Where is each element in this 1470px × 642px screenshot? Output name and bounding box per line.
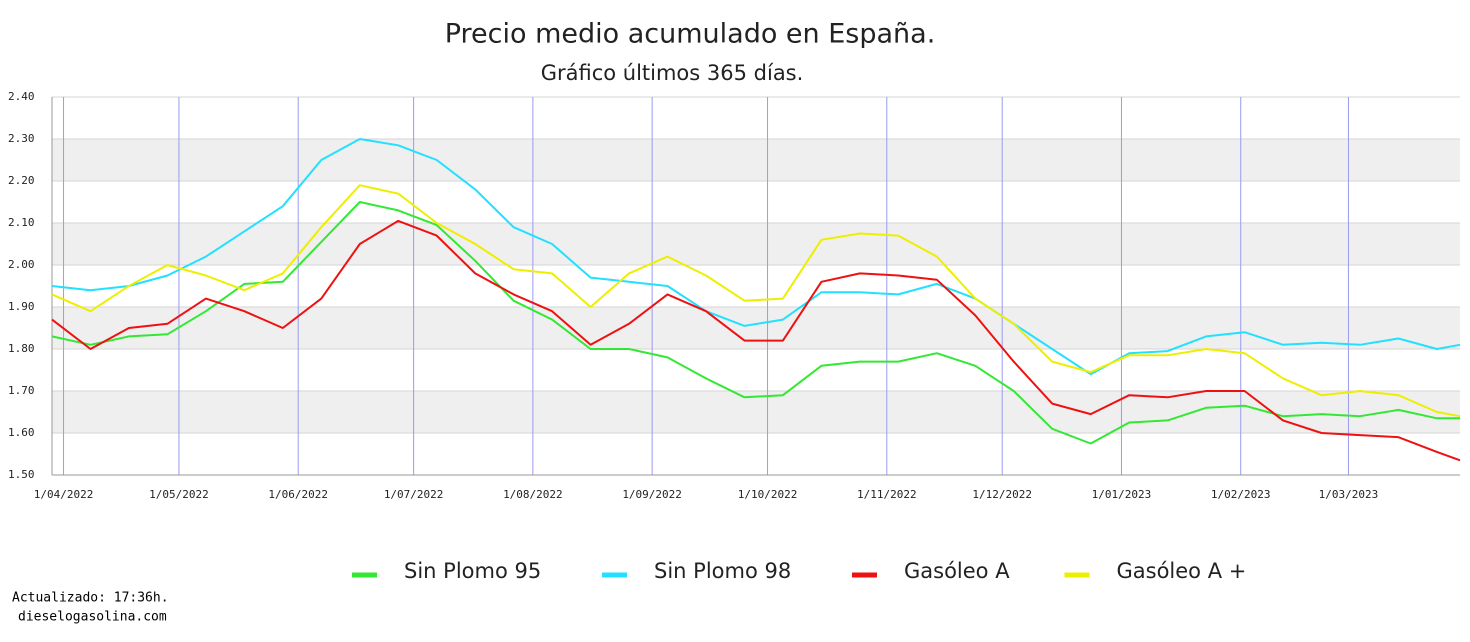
x-tick-label: 1/12/2022 <box>972 488 1032 501</box>
series-line <box>51 201 1460 445</box>
y-tick-label: 1.70 <box>8 384 35 397</box>
y-tick-label: 2.00 <box>8 258 35 271</box>
y-tick-label: 2.20 <box>8 174 35 187</box>
footer-text: dieselogasolina.com <box>18 610 167 625</box>
x-tick-label: 1/06/2022 <box>268 488 328 501</box>
y-tick-label: 2.10 <box>8 216 35 229</box>
x-tick-label: 1/09/2022 <box>622 488 682 501</box>
x-tick-label: 1/10/2022 <box>738 488 798 501</box>
legend-label: Sin Plomo 98 <box>654 559 791 583</box>
y-tick-label: 1.50 <box>8 468 35 481</box>
series-line <box>51 138 1461 376</box>
x-tick-label: 1/04/2022 <box>34 488 94 501</box>
series-line <box>51 184 1461 418</box>
x-tick-label: 1/02/2023 <box>1211 488 1271 501</box>
x-tick-label: 1/05/2022 <box>149 488 209 501</box>
y-tick-label: 1.60 <box>8 426 35 439</box>
legend-label: Sin Plomo 95 <box>404 559 541 583</box>
x-tick-label: 1/07/2022 <box>384 488 444 501</box>
grid-band <box>52 391 1460 433</box>
y-tick-label: 2.30 <box>8 132 35 145</box>
y-tick-label: 1.90 <box>8 300 35 313</box>
legend-label: Gasóleo A + <box>1117 559 1247 583</box>
x-tick-label: 1/01/2023 <box>1092 488 1152 501</box>
legend-label: Gasóleo A <box>904 559 1010 583</box>
x-tick-label: 1/08/2022 <box>503 488 563 501</box>
grid-band <box>52 139 1460 181</box>
y-tick-label: 2.40 <box>8 90 35 103</box>
grid-band <box>52 307 1460 349</box>
x-tick-label: 1/03/2023 <box>1319 488 1379 501</box>
chart-subtitle: Gráfico últimos 365 días. <box>541 61 804 85</box>
series-line <box>51 219 1461 462</box>
x-tick-label: 1/11/2022 <box>857 488 917 501</box>
y-tick-label: 1.80 <box>8 342 35 355</box>
chart-title: Precio medio acumulado en España. <box>445 19 936 50</box>
footer-text: Actualizado: 17:36h. <box>12 591 169 606</box>
grid-band <box>52 223 1460 265</box>
